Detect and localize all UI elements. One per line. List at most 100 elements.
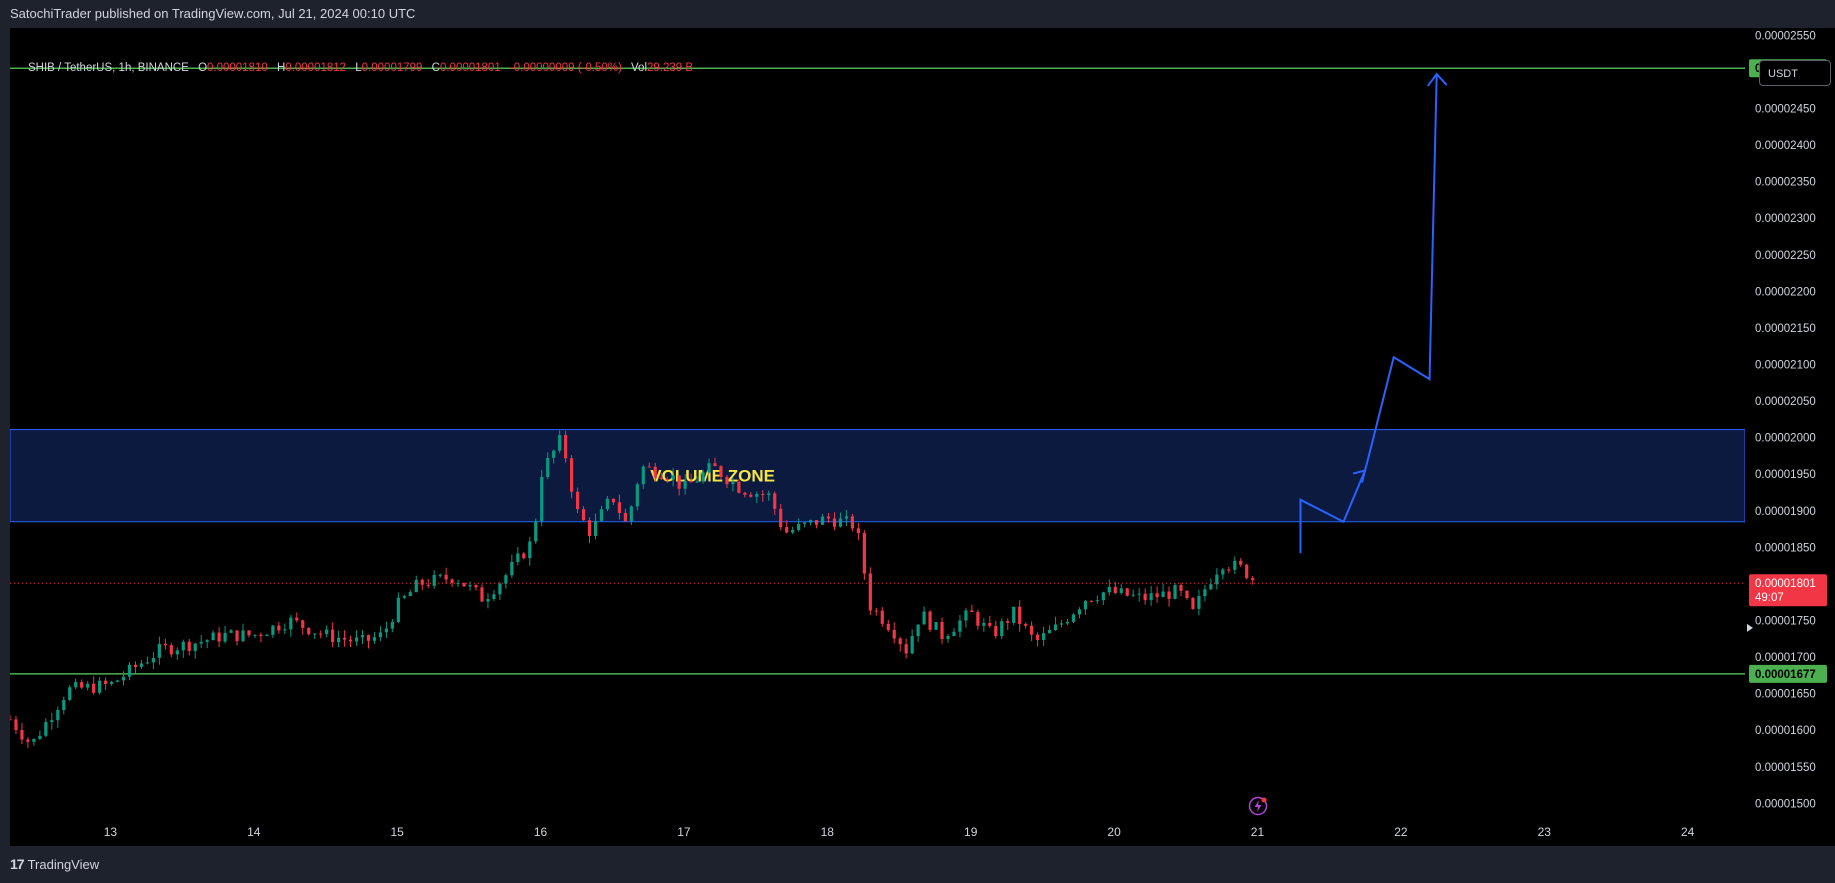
candle-body <box>313 633 317 635</box>
candle-body <box>1173 585 1177 599</box>
candle-body <box>880 610 884 624</box>
candle-body <box>319 633 323 635</box>
lightning-icon[interactable] <box>1248 796 1268 816</box>
candle-body <box>217 632 221 642</box>
high-label: H <box>276 62 286 74</box>
candle-body <box>480 587 484 602</box>
candle-body <box>1239 560 1243 565</box>
tradingview-brand[interactable]: 17 TradingView <box>10 856 99 872</box>
candle-body <box>677 475 681 489</box>
symbol-name[interactable]: SHIB / TetherUS, 1h, BINANCE <box>28 62 189 74</box>
candle-body <box>1000 621 1004 637</box>
date-tick-label: 14 <box>247 825 261 839</box>
currency-button[interactable]: USDT <box>1759 60 1831 86</box>
candle-body <box>336 637 341 642</box>
candle-body <box>510 561 514 576</box>
volume-zone-rect <box>10 429 1746 523</box>
date-tick-label: 21 <box>1251 825 1265 839</box>
date-tick-label: 22 <box>1394 825 1408 839</box>
candle-body <box>157 643 161 658</box>
price-tick-label: 0.00002550 <box>1755 30 1816 42</box>
candle-body <box>378 632 383 638</box>
candle-body <box>1065 621 1070 624</box>
chart-canvas[interactable]: VOLUME ZONE 0.00002550 0.00002450 0.0000240… <box>10 28 1835 846</box>
candle-body <box>922 611 926 625</box>
candle-body <box>958 620 962 632</box>
candle-body <box>1024 623 1028 626</box>
candle-body <box>1221 569 1225 575</box>
candle-body <box>994 626 998 637</box>
candle-body <box>988 622 992 627</box>
candle-body <box>785 527 789 533</box>
candle-body <box>593 520 598 536</box>
candle-body <box>1185 590 1189 599</box>
candle-body <box>492 594 496 599</box>
candle-body <box>1047 630 1052 634</box>
price-tick-label: 0.00001700 <box>1755 652 1816 664</box>
candle-body <box>1101 592 1105 601</box>
projection-arrowhead-top <box>1426 72 1448 87</box>
candle-body <box>408 592 412 597</box>
candle-body <box>1059 623 1064 625</box>
candle-body <box>1006 621 1010 623</box>
candle-body <box>247 630 251 636</box>
candle-body <box>456 582 460 584</box>
level-price-label-1: 0.00001677 <box>1755 669 1816 681</box>
volume-value: 29.239 B <box>647 62 694 74</box>
candle-body <box>1161 591 1165 598</box>
candle-body <box>570 458 574 492</box>
candle-body <box>127 664 132 677</box>
candle-body <box>605 498 610 510</box>
low-label: L <box>355 62 362 74</box>
candle-body <box>301 620 305 628</box>
current-price-badge <box>1749 574 1827 607</box>
candle-body <box>528 541 532 559</box>
candle-body <box>360 635 365 638</box>
price-tick-label: 0.00001550 <box>1755 762 1816 774</box>
candle-body <box>145 662 150 664</box>
candle-body <box>80 682 84 688</box>
candle-body <box>904 644 908 654</box>
candle-body <box>1137 593 1141 595</box>
candle-body <box>474 585 478 588</box>
price-tick-label: 0.00001500 <box>1755 798 1816 810</box>
candle-body <box>1012 606 1016 623</box>
candle-body <box>516 553 520 562</box>
candle-body <box>647 466 651 468</box>
candle-body <box>964 610 968 621</box>
footer-bar: 17 TradingView <box>0 846 1835 883</box>
brand-name: TradingView <box>27 856 100 872</box>
date-tick-label: 13 <box>104 825 118 839</box>
candle-body <box>916 624 920 636</box>
candle-body <box>283 629 287 631</box>
open-value: 0.00001810 <box>207 62 268 74</box>
candle-body <box>414 579 418 593</box>
date-tick-label: 20 <box>1107 825 1121 839</box>
candle-body <box>181 641 185 651</box>
candle-body <box>713 463 717 467</box>
candle-body <box>92 683 96 693</box>
candle-body <box>175 650 179 655</box>
candle-body <box>151 657 155 663</box>
candle-body <box>1053 624 1058 631</box>
candle-body <box>653 466 657 478</box>
candle-body <box>546 457 550 478</box>
price-tick-label: 0.00002300 <box>1755 213 1816 225</box>
date-tick-label: 19 <box>964 825 978 839</box>
candle-body <box>803 522 807 524</box>
change-value: -0.00000009 (-0.50%) <box>509 62 622 74</box>
candle-body <box>1155 593 1159 598</box>
candle-body <box>761 494 765 496</box>
candle-body <box>797 523 801 530</box>
candle-body <box>450 579 454 583</box>
publish-info: SatochiTrader published on TradingView.c… <box>10 6 416 21</box>
candle-body <box>558 435 562 451</box>
candle-body <box>1119 588 1123 593</box>
candle-body <box>707 463 711 473</box>
chart-area[interactable]: VOLUME ZONE 0.00002550 0.00002450 0.0000240… <box>10 28 1835 846</box>
candle-body <box>737 481 741 493</box>
candle-body <box>952 631 956 636</box>
candle-body <box>468 585 472 587</box>
candle-body <box>1077 609 1082 615</box>
candle-body <box>289 617 293 630</box>
